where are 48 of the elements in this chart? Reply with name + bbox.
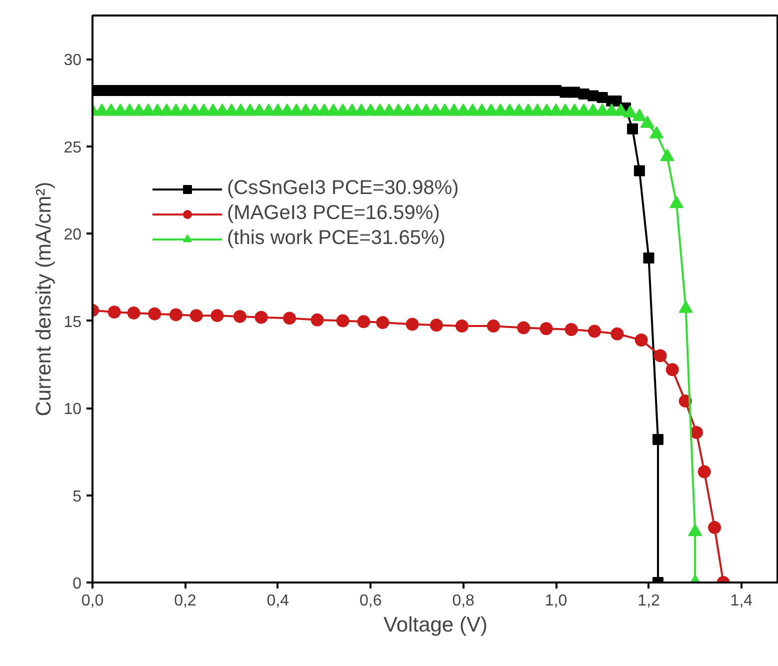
point bbox=[610, 327, 624, 340]
point bbox=[666, 363, 679, 376]
x-tick-label: 0,6 bbox=[359, 592, 382, 610]
legend-label: (this work PCE=31.65%) bbox=[227, 227, 446, 250]
y-tick-label: 30 bbox=[64, 52, 82, 70]
y-tick-label: 5 bbox=[72, 488, 82, 506]
x-tick-label: 0,4 bbox=[266, 592, 290, 610]
point bbox=[588, 324, 601, 338]
y-tick-label: 15 bbox=[64, 314, 82, 331]
point bbox=[254, 310, 268, 324]
x-tick-label: 0,2 bbox=[174, 592, 196, 610]
point bbox=[654, 349, 667, 362]
point bbox=[376, 316, 390, 330]
x-tick-label: 1,2 bbox=[638, 592, 660, 610]
point bbox=[430, 318, 443, 332]
point bbox=[210, 309, 224, 322]
y-tick-label: 25 bbox=[64, 139, 82, 156]
point bbox=[169, 308, 182, 322]
y-tick-label: 10 bbox=[64, 401, 82, 418]
point bbox=[282, 312, 296, 325]
x-axis-title: Voltage (V) bbox=[384, 614, 488, 636]
point bbox=[190, 309, 203, 322]
point bbox=[357, 315, 370, 328]
x-tick-label: 1,4 bbox=[730, 592, 753, 610]
point bbox=[336, 314, 350, 328]
point bbox=[310, 313, 324, 326]
point bbox=[455, 320, 468, 333]
y-axis-title: Current density (mA/cm²) bbox=[32, 182, 56, 416]
x-tick-label: 0,8 bbox=[452, 592, 475, 610]
legend-label: (CsSnGeI3 PCE=30.98%) bbox=[227, 177, 459, 200]
point bbox=[698, 465, 711, 478]
point bbox=[517, 321, 530, 334]
point bbox=[148, 307, 162, 320]
point bbox=[634, 334, 648, 346]
point bbox=[540, 322, 553, 336]
point bbox=[233, 310, 246, 323]
point bbox=[690, 426, 703, 439]
point bbox=[564, 323, 578, 336]
point bbox=[127, 306, 140, 320]
point bbox=[406, 318, 419, 331]
y-tick-label: 20 bbox=[64, 226, 82, 244]
x-tick-label: 1,0 bbox=[544, 592, 568, 610]
legend-label: (MAGeI3 PCE=16.59%) bbox=[227, 202, 440, 225]
x-tick-label: 0,0 bbox=[81, 592, 104, 610]
y-tick-label: 0 bbox=[72, 576, 82, 592]
point bbox=[708, 521, 722, 534]
point bbox=[486, 320, 500, 333]
point bbox=[108, 306, 121, 319]
